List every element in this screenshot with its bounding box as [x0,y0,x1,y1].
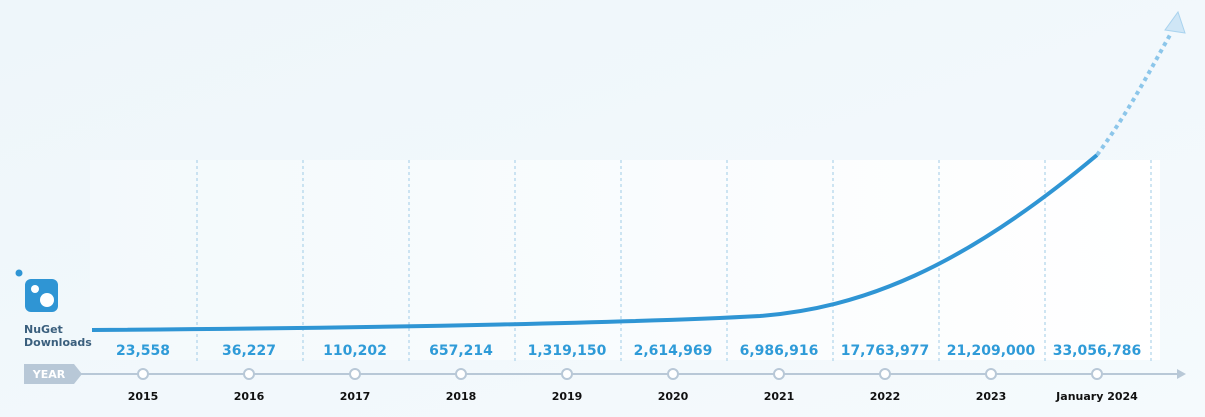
growth-curve [91,153,1099,332]
timeline-node [1091,368,1103,380]
logo-label: NuGet [24,323,63,336]
download-count: 23,558 [116,343,170,359]
timeline-node [773,368,785,380]
timeline-node [667,368,679,380]
year-label: 2018 [446,390,477,403]
year-label: 2016 [234,390,265,403]
download-count: 36,227 [222,343,276,359]
download-count: 110,202 [323,343,387,359]
download-count: 6,986,916 [740,343,819,359]
download-count: 1,319,150 [528,343,607,359]
timeline-node [243,368,255,380]
year-label: January 2024 [1055,390,1138,403]
logo-dot [15,269,23,277]
download-count: 2,614,969 [634,343,713,359]
download-count: 33,056,786 [1053,343,1142,359]
timeline-node [561,368,573,380]
arrow-head [1164,10,1186,34]
download-count: 17,763,977 [841,343,930,359]
axis-label: YEAR [32,368,66,381]
timeline-node [879,368,891,380]
timeline-arrow [1177,369,1186,379]
timeline-node [349,368,361,380]
timeline-node [985,368,997,380]
timeline-node [137,368,149,380]
timeline-node [455,368,467,380]
logo-dot-large [40,293,54,307]
logo-label: Downloads [24,336,92,349]
year-label: 2021 [764,390,795,403]
year-label: 2022 [870,390,901,403]
year-label: 2019 [552,390,583,403]
axis-tag [24,364,82,384]
download-count: 21,209,000 [947,343,1036,359]
logo [25,279,58,312]
growth-curve-projection [1095,34,1172,157]
logo-dot-small [31,285,39,293]
year-label: 2017 [340,390,371,403]
year-label: 2023 [976,390,1007,403]
year-label: 2020 [658,390,689,403]
download-count: 657,214 [429,343,493,359]
year-label: 2015 [128,390,159,403]
